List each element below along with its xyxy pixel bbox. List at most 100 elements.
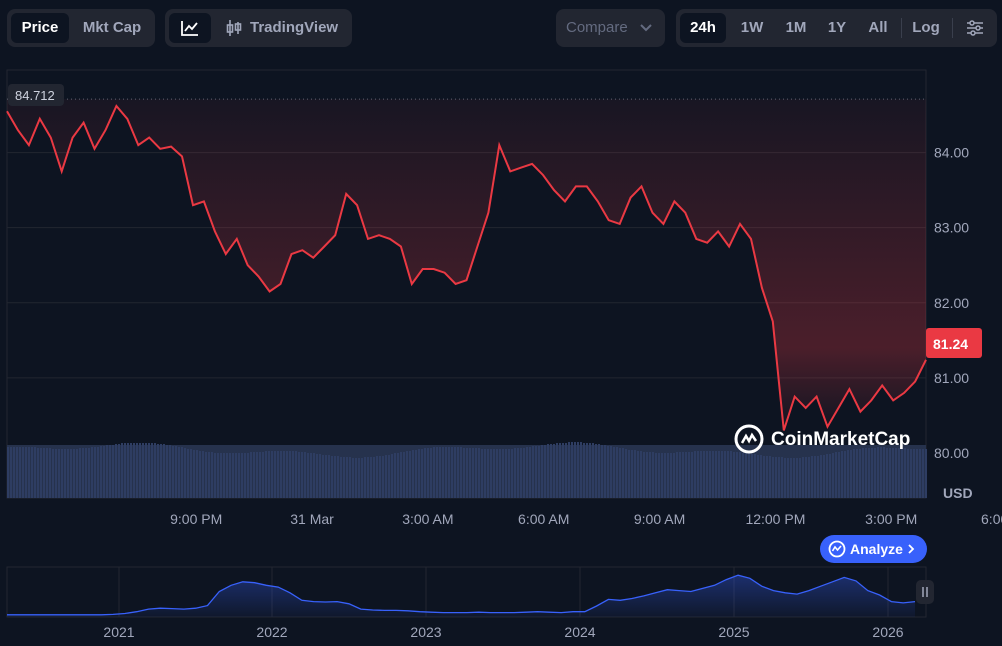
volume-bar	[331, 456, 333, 498]
volume-bar	[418, 449, 420, 498]
analyze-label: Analyze	[850, 541, 903, 557]
analyze-button[interactable]: Analyze	[820, 535, 927, 563]
volume-bar	[448, 447, 450, 498]
volume-bar	[178, 447, 180, 498]
chart-settings-button[interactable]	[958, 13, 992, 43]
volume-bar	[814, 456, 816, 498]
line-chart-button[interactable]	[169, 13, 211, 43]
volume-bar	[796, 458, 798, 498]
volume-bar	[466, 448, 468, 498]
volume-bar	[610, 446, 612, 498]
volume-bar	[775, 457, 777, 498]
volume-bars	[7, 442, 927, 498]
volume-bar	[79, 448, 81, 498]
volume-bar	[334, 456, 336, 498]
y-tick-label: 83.00	[934, 220, 969, 236]
volume-bar	[25, 447, 27, 498]
y-tick-label: 80.00	[934, 445, 969, 461]
overview-tick-label: 2024	[564, 624, 595, 640]
volume-bar	[217, 453, 219, 498]
volume-bar	[337, 456, 339, 498]
volume-bar	[799, 458, 801, 498]
overview-area	[7, 575, 915, 617]
volume-bar	[232, 453, 234, 498]
volume-bar	[28, 447, 30, 498]
volume-bar	[433, 447, 435, 498]
tradingview-button[interactable]: TradingView	[217, 13, 347, 43]
price-tab[interactable]: Price	[11, 13, 69, 43]
volume-bar	[562, 443, 564, 498]
volume-bar	[565, 443, 567, 498]
overview-chart[interactable]	[6, 566, 927, 618]
volume-bar	[823, 455, 825, 498]
coinmarketcap-logo-icon	[734, 424, 764, 454]
volume-bar	[661, 453, 663, 498]
volume-bar	[364, 457, 366, 498]
line-chart-icon	[181, 21, 198, 36]
volume-bar	[265, 451, 267, 498]
compare-dropdown[interactable]: Compare	[556, 9, 665, 47]
volume-bar	[304, 452, 306, 498]
overview-handle[interactable]	[916, 580, 934, 604]
volume-bar	[496, 449, 498, 498]
volume-bar	[574, 442, 576, 498]
volume-bar	[856, 449, 858, 498]
volume-bar	[427, 448, 429, 498]
volume-bar	[478, 448, 480, 498]
volume-bar	[289, 451, 291, 498]
volume-bar	[244, 453, 246, 498]
volume-bar	[286, 451, 288, 498]
x-tick-label: 31 Mar	[290, 511, 334, 527]
volume-bar	[760, 455, 762, 498]
range-all-button[interactable]: All	[868, 19, 888, 36]
volume-bar	[589, 443, 591, 498]
mktcap-tab[interactable]: Mkt Cap	[82, 19, 142, 36]
range-24h-button[interactable]: 24h	[680, 13, 726, 43]
volume-bar	[202, 451, 204, 498]
volume-bar	[685, 452, 687, 498]
volume-bar	[367, 457, 369, 498]
volume-bar	[379, 456, 381, 498]
volume-bar	[922, 449, 924, 498]
volume-bar	[649, 452, 651, 498]
volume-bar	[13, 447, 15, 498]
x-tick-label: 12:00 PM	[745, 511, 805, 527]
volume-bar	[805, 457, 807, 498]
volume-bar	[580, 442, 582, 498]
reference-price-tag: 84.712	[8, 84, 64, 106]
volume-bar	[544, 445, 546, 498]
volume-bar	[607, 446, 609, 498]
range-1y-button[interactable]: 1Y	[827, 19, 847, 36]
volume-bar	[655, 453, 657, 498]
volume-bar	[865, 448, 867, 498]
range-1w-button[interactable]: 1W	[740, 19, 764, 36]
volume-bar	[136, 443, 138, 498]
volume-bar	[64, 449, 66, 498]
volume-bar	[175, 446, 177, 498]
range-selector: 24h 1W 1M 1Y All Log	[676, 9, 997, 47]
volume-bar	[688, 452, 690, 498]
volume-bar	[724, 451, 726, 498]
volume-bar	[70, 449, 72, 498]
volume-bar	[886, 448, 888, 498]
volume-bar	[85, 448, 87, 498]
volume-bar	[901, 448, 903, 498]
volume-bar	[103, 446, 105, 498]
volume-bar	[898, 448, 900, 498]
price-area	[7, 99, 926, 431]
range-1m-button[interactable]: 1M	[785, 19, 807, 36]
volume-bar	[358, 458, 360, 498]
volume-bar	[700, 451, 702, 498]
volume-bar	[820, 455, 822, 498]
volume-bar	[682, 452, 684, 498]
volume-bar	[142, 443, 144, 498]
volume-bar	[262, 452, 264, 498]
volume-bar	[778, 457, 780, 498]
volume-bar	[235, 453, 237, 498]
x-tick-label: 9:00 PM	[170, 511, 222, 527]
log-scale-button[interactable]: Log	[912, 19, 940, 36]
volume-bar	[802, 457, 804, 498]
volume-bar	[274, 451, 276, 498]
volume-bar	[256, 452, 258, 498]
